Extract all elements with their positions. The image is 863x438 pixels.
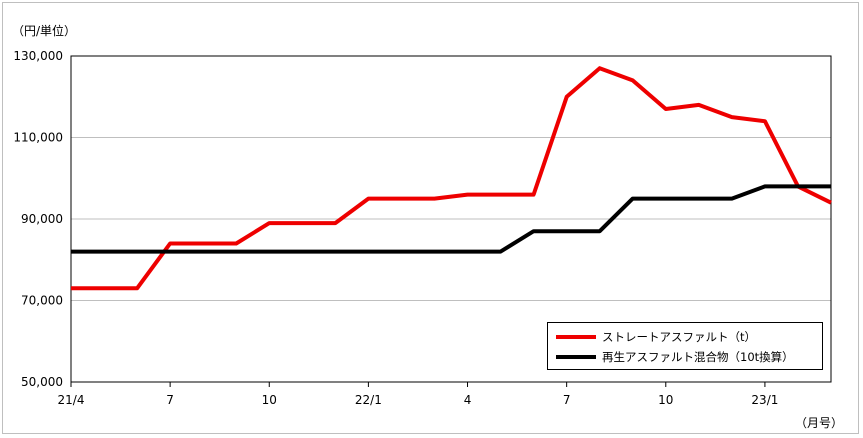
x-tick-label: 10 bbox=[262, 393, 277, 407]
series-line-straight-asphalt bbox=[71, 66, 832, 291]
y-axis-ticks: 50,000 70,000 90,000 110,000 130,000 bbox=[13, 49, 63, 389]
legend-label-straight-asphalt: ストレートアスファルト（t） bbox=[602, 330, 757, 344]
chart-frame bbox=[2, 2, 859, 434]
y-tick-label: 70,000 bbox=[21, 294, 63, 308]
x-tick-label: 7 bbox=[563, 393, 571, 407]
legend-swatch-black bbox=[556, 355, 596, 359]
x-tick-label: 4 bbox=[464, 393, 472, 407]
x-axis-unit-label: （月号） bbox=[795, 416, 844, 430]
y-tick-label: 90,000 bbox=[21, 212, 63, 226]
series-line-recycled-asphalt bbox=[71, 184, 831, 254]
legend-item-recycled-asphalt: 再生アスファルト混合物（10t換算） bbox=[556, 349, 794, 365]
x-tick-label: 22/1 bbox=[355, 393, 382, 407]
y-axis-unit-label: （円/単位） bbox=[12, 24, 77, 38]
x-tick-label: 21/4 bbox=[58, 393, 85, 407]
y-tick-label: 130,000 bbox=[13, 49, 63, 63]
plot-area bbox=[70, 55, 832, 383]
y-tick-label: 110,000 bbox=[13, 131, 63, 145]
legend-label-recycled-asphalt: 再生アスファルト混合物（10t換算） bbox=[602, 350, 794, 364]
series-lines bbox=[71, 66, 832, 291]
x-tick-label: 7 bbox=[166, 393, 174, 407]
x-axis-ticks: 21/4 7 10 22/1 4 7 10 23/1 bbox=[58, 382, 778, 407]
legend: ストレートアスファルト（t） 再生アスファルト混合物（10t換算） bbox=[547, 322, 823, 370]
gridlines bbox=[71, 137, 831, 301]
x-tick-label: 23/1 bbox=[751, 393, 778, 407]
legend-item-straight-asphalt: ストレートアスファルト（t） bbox=[556, 329, 756, 345]
y-tick-label: 50,000 bbox=[21, 375, 63, 389]
legend-swatch-red bbox=[556, 335, 596, 339]
x-tick-label: 10 bbox=[658, 393, 673, 407]
